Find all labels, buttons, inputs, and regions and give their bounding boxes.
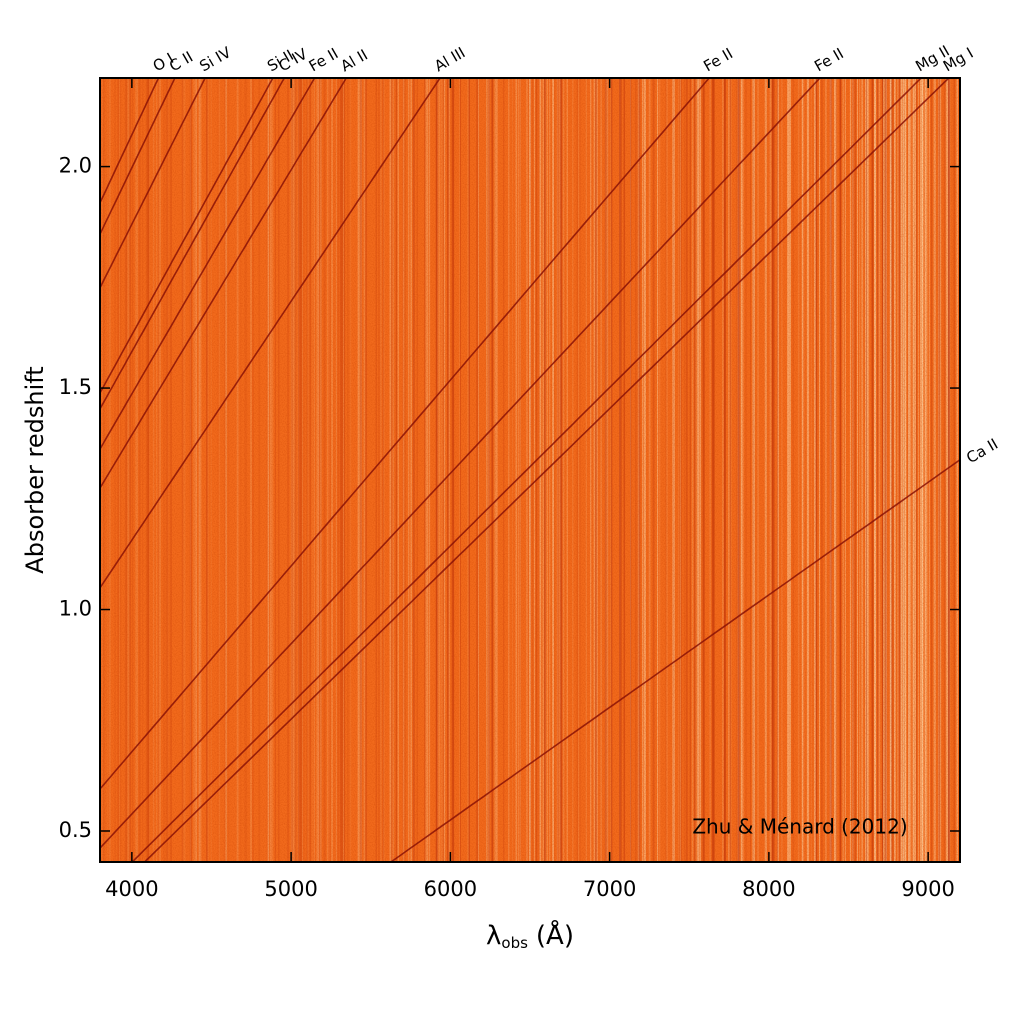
line-label: Fe II bbox=[700, 44, 736, 75]
absorption-track bbox=[131, 78, 922, 862]
line-label: C II bbox=[166, 48, 196, 76]
x-label-unit: (Å) bbox=[536, 919, 574, 951]
y-tick-label: 2.0 bbox=[59, 154, 92, 178]
x-axis-label: λobs (Å) bbox=[486, 919, 574, 952]
y-tick-label: 1.0 bbox=[59, 597, 92, 621]
x-tick-label: 7000 bbox=[583, 877, 636, 901]
absorption-track bbox=[144, 78, 950, 862]
noise bbox=[100, 78, 960, 862]
absorption-track bbox=[100, 78, 710, 791]
plot-area bbox=[100, 78, 960, 862]
absorption-track bbox=[100, 78, 316, 451]
absorption-track bbox=[100, 78, 274, 395]
absorption-track bbox=[100, 78, 441, 590]
x-tick-label: 5000 bbox=[264, 877, 317, 901]
plot-frame bbox=[99, 77, 961, 863]
absorption-track bbox=[100, 78, 206, 290]
x-tick-label: 8000 bbox=[742, 877, 795, 901]
x-tick-label: 6000 bbox=[424, 877, 477, 901]
x-label-subscript: obs bbox=[501, 934, 528, 952]
line-label: Si IV bbox=[196, 43, 234, 76]
y-tick-label: 1.5 bbox=[59, 375, 92, 399]
x-tick-label: 9000 bbox=[901, 877, 954, 901]
line-label: Fe II bbox=[811, 44, 847, 75]
absorption-track bbox=[100, 78, 285, 411]
absorption-track bbox=[100, 78, 821, 850]
x-label-symbol: λ bbox=[486, 921, 501, 951]
x-tick-label: 4000 bbox=[105, 877, 158, 901]
line-label: Al II bbox=[338, 46, 371, 76]
y-axis-label: Absorber redshift bbox=[21, 366, 49, 573]
absorption-track bbox=[100, 78, 347, 490]
line-label: Fe II bbox=[306, 44, 342, 75]
line-label: Al III bbox=[431, 44, 468, 76]
absorption-track bbox=[390, 458, 960, 862]
line-label: Ca II bbox=[963, 435, 1001, 467]
y-tick-label: 0.5 bbox=[59, 818, 92, 842]
annotation: Zhu & Ménard (2012) bbox=[692, 815, 907, 839]
absorption-track bbox=[100, 78, 176, 237]
